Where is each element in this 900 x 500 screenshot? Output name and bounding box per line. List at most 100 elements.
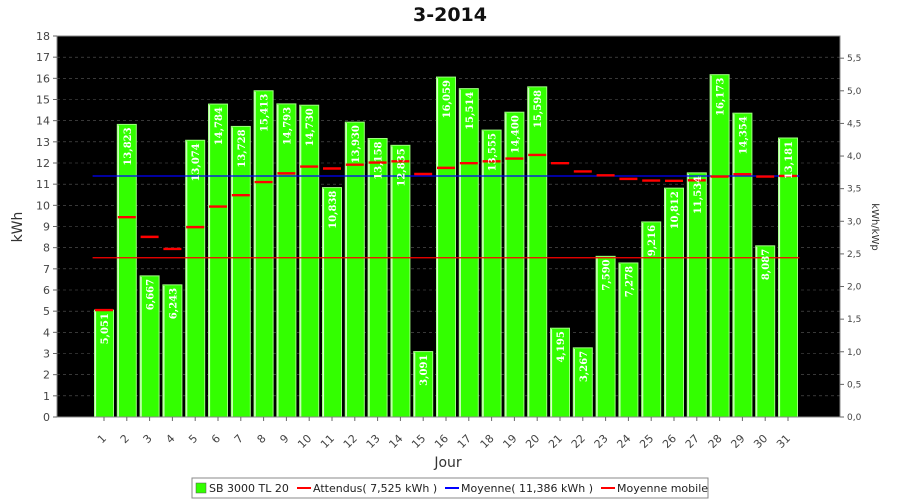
data-label: 15,598	[533, 90, 544, 128]
data-label: 13,074	[191, 143, 202, 181]
x-tick-label: 27	[683, 432, 702, 451]
x-tick-label: 21	[546, 432, 565, 451]
bar	[458, 88, 479, 418]
legend-label-moving-average: Moyenne mobile	[617, 482, 708, 495]
x-tick-label: 12	[341, 432, 360, 451]
y2-tick-label: 4,0	[847, 152, 862, 162]
x-tick-label: 6	[209, 432, 223, 446]
data-label: 15,514	[465, 92, 476, 130]
x-tick-label: 8	[255, 432, 269, 446]
data-label: 6,243	[168, 288, 179, 319]
data-label: 7,278	[624, 266, 635, 297]
data-label: 7,590	[602, 259, 613, 290]
bars	[94, 74, 798, 418]
x-tick-label: 13	[364, 432, 383, 451]
x-tick-label: 22	[569, 432, 588, 451]
data-label: 8,087	[761, 249, 772, 280]
x-tick-label: 17	[455, 432, 474, 451]
x-axis-ticks: 1 2 3 4 5 6 7 8 9 10 11 12 13 14 15 16 17 18 19 20 21 22 23 24 2…	[95, 417, 793, 451]
data-label: 15,413	[260, 94, 271, 132]
y-tick-label: 1	[43, 390, 50, 403]
y-tick-label: 10	[36, 199, 50, 212]
y2-tick-label: 2,5	[847, 250, 861, 260]
x-tick-label: 2	[118, 432, 132, 446]
y-tick-label: 3	[43, 348, 50, 361]
x-axis-title: Jour	[433, 455, 462, 471]
y2-tick-label: 4,5	[847, 119, 861, 129]
bar	[709, 74, 730, 418]
y2-axis-ticks: 0,0 0,5 1,0 1,5 2,0 2,5 3,0 3,5 4,0 4,5 5,0 5,5	[840, 54, 862, 423]
data-label: 11,534	[693, 176, 704, 214]
data-label: 13,728	[237, 129, 248, 167]
y-tick-label: 12	[36, 157, 50, 170]
y-tick-label: 9	[43, 221, 50, 234]
x-tick-label: 29	[728, 432, 747, 451]
data-label: 14,730	[305, 108, 316, 146]
x-tick-label: 3	[141, 432, 155, 446]
x-tick-label: 9	[277, 432, 291, 446]
y2-tick-label: 1,0	[847, 348, 862, 358]
x-tick-label: 25	[637, 432, 656, 451]
data-label: 4,195	[556, 331, 567, 362]
moving-average-segments	[95, 153, 797, 312]
y-tick-label: 0	[43, 411, 50, 424]
bar	[481, 129, 502, 418]
y-tick-label: 14	[36, 115, 50, 128]
legend-swatch-bars	[195, 482, 207, 494]
x-tick-label: 20	[523, 432, 542, 451]
y-tick-label: 18	[36, 30, 50, 43]
x-tick-label: 19	[500, 432, 519, 451]
data-label: 9,216	[647, 225, 658, 256]
y-tick-label: 11	[36, 178, 50, 191]
x-tick-label: 28	[706, 432, 725, 451]
x-tick-label: 7	[232, 432, 246, 446]
data-labels: 5,051 13,823 6,667 6,243 13,074 14,784 13,728 1…	[100, 78, 795, 386]
data-label: 14,400	[510, 115, 521, 153]
x-tick-label: 15	[409, 432, 428, 451]
bar	[299, 104, 320, 418]
bar	[344, 121, 365, 418]
data-label: 3,091	[419, 355, 430, 386]
bar	[253, 90, 274, 418]
x-tick-label: 24	[614, 432, 633, 451]
y2-tick-label: 0,0	[847, 413, 862, 423]
data-label: 16,173	[716, 78, 727, 116]
x-tick-label: 18	[478, 432, 497, 451]
y-tick-label: 7	[43, 263, 50, 276]
y-tick-label: 13	[36, 136, 50, 149]
legend-label-expected: Attendus( 7,525 kWh )	[313, 482, 437, 495]
bar	[436, 76, 456, 418]
data-label: 13,158	[374, 141, 385, 179]
data-label: 13,823	[123, 127, 134, 165]
x-tick-label: 1	[95, 432, 109, 446]
x-tick-label: 4	[163, 432, 177, 446]
y2-tick-label: 3,0	[847, 217, 862, 227]
x-tick-label: 26	[660, 432, 679, 451]
data-label: 13,555	[488, 133, 499, 171]
y-axis-title: kWh	[10, 212, 26, 243]
data-label: 6,667	[146, 279, 157, 310]
x-tick-label: 14	[386, 432, 405, 451]
data-label: 14,354	[738, 116, 749, 154]
y2-tick-label: 5,0	[847, 87, 862, 97]
legend-label-bars: SB 3000 TL 20	[209, 482, 289, 495]
bar	[527, 86, 548, 418]
y-tick-label: 15	[36, 94, 50, 107]
data-label: 14,784	[214, 107, 225, 145]
x-tick-label: 30	[751, 432, 770, 451]
y-tick-label: 17	[36, 51, 50, 64]
y-tick-label: 5	[43, 305, 50, 318]
y2-tick-label: 5,5	[847, 54, 861, 64]
y-tick-label: 4	[43, 326, 50, 339]
data-label: 5,051	[100, 313, 111, 344]
x-tick-label: 5	[186, 432, 200, 446]
data-label: 13,181	[784, 141, 795, 179]
bar	[230, 125, 251, 418]
x-tick-label: 10	[295, 432, 314, 451]
x-tick-label: 16	[432, 432, 451, 451]
bar	[276, 103, 297, 418]
x-tick-label: 11	[318, 432, 337, 451]
y-tick-label: 8	[43, 242, 50, 255]
